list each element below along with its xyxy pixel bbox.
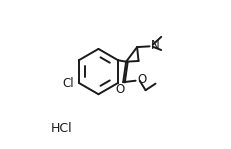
Text: N: N xyxy=(150,39,159,52)
Text: O: O xyxy=(114,83,124,96)
Text: HCl: HCl xyxy=(51,122,72,135)
Text: Cl: Cl xyxy=(62,77,73,90)
Text: O: O xyxy=(137,73,146,86)
